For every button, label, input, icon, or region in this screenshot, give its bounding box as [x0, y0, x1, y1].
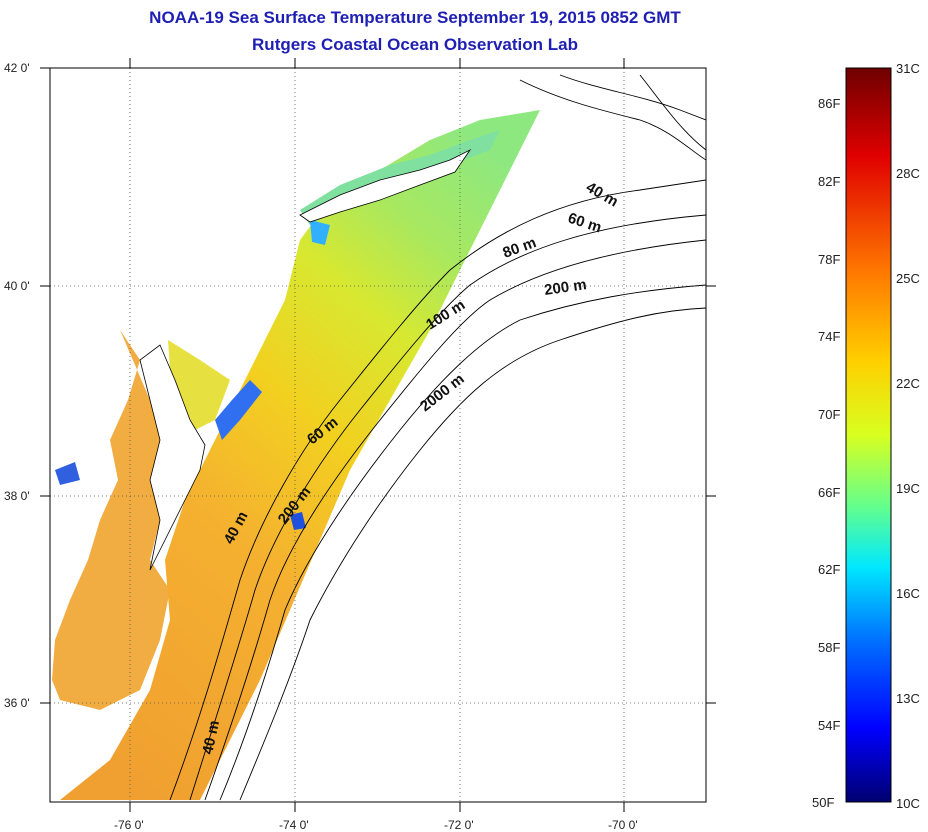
contour-label: 80 m [501, 234, 539, 262]
delaware-bay [168, 340, 230, 430]
lon-label: -74 0' [279, 818, 309, 832]
colorbar-fahrenheit-labels: 86F 82F 78F 74F 70F 66F 62F 58F 54F 50F [812, 96, 840, 810]
colorbar-f-label: 54F [818, 718, 840, 733]
lat-label: 36 0' [4, 696, 30, 710]
contour-label: 40 m [583, 179, 621, 211]
colorbar-f-label: 78F [818, 252, 840, 267]
colorbar-c-label: 31C [896, 61, 920, 76]
cold-patch [55, 462, 80, 485]
cold-patch [215, 380, 262, 440]
lat-label: 40 0' [4, 279, 30, 293]
contour-label: 40 m [199, 719, 223, 756]
cold-patch [290, 512, 306, 530]
map-area: 40 m 60 m 80 m 200 m 100 m 2000 m 60 m 2… [52, 74, 706, 801]
cold-patch [310, 220, 330, 245]
lat-label: 38 0' [4, 489, 30, 503]
sst-swath [60, 110, 540, 800]
colorbar-c-label: 13C [896, 691, 920, 706]
colorbar-celsius-labels: 31C 28C 25C 22C 19C 16C 13C 10C [896, 61, 920, 811]
lat-label: 42 0' [4, 61, 30, 75]
colorbar-f-label: 74F [818, 329, 840, 344]
chesapeake-bay [52, 330, 170, 710]
map-title: NOAA-19 Sea Surface Temperature Septembe… [149, 8, 681, 27]
colorbar-c-label: 10C [896, 796, 920, 811]
lon-label: -76 0' [114, 818, 144, 832]
map-ticks [40, 58, 716, 812]
delmarva-land [139, 344, 206, 571]
colorbar-f-label: 50F [812, 795, 834, 810]
bathymetry-contours [169, 74, 706, 801]
colorbar-c-label: 22C [896, 376, 920, 391]
map-frame [49, 67, 707, 803]
map-subtitle: Rutgers Coastal Ocean Observation Lab [252, 35, 578, 54]
contour-label: 60 m [566, 210, 604, 237]
colorbar-f-label: 70F [818, 407, 840, 422]
contour-label: 200 m [543, 276, 587, 299]
colorbar-f-label: 82F [818, 174, 840, 189]
colorbar-f-label: 66F [818, 485, 840, 500]
colorbar-c-label: 25C [896, 271, 920, 286]
colorbar-c-label: 28C [896, 166, 920, 181]
long-island [299, 148, 472, 223]
colorbar-f-label: 62F [818, 562, 840, 577]
colorbar-c-label: 19C [896, 481, 920, 496]
lon-label: -72 0' [444, 818, 474, 832]
colorbar-c-label: 16C [896, 586, 920, 601]
temperature-colorbar [845, 67, 892, 803]
colorbar-f-label: 58F [818, 640, 840, 655]
graticule [50, 68, 706, 802]
lon-label: -70 0' [608, 818, 638, 832]
colorbar-f-label: 86F [818, 96, 840, 111]
